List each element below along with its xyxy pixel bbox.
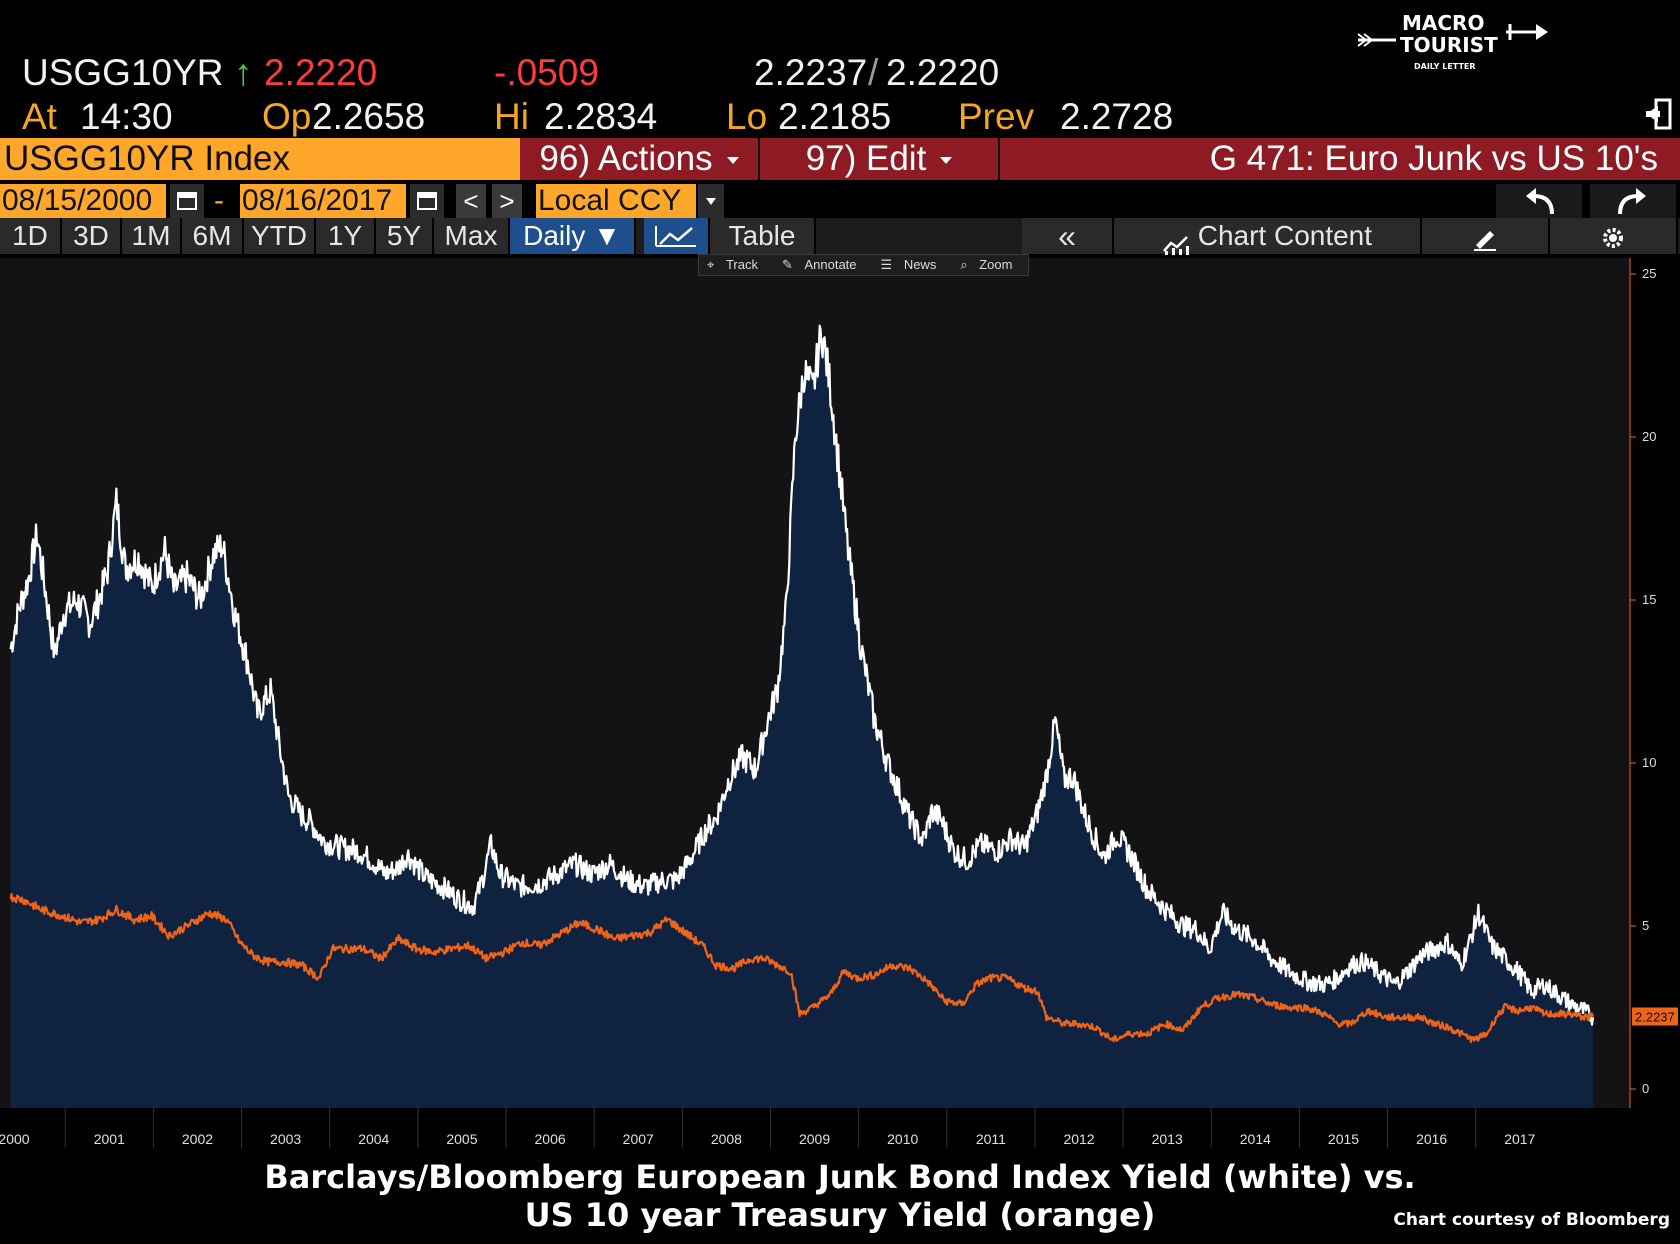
y-tick-label: 25 [1642,266,1656,281]
mini-track-button[interactable]: ⌖ Track [707,257,758,272]
currency-field[interactable]: Local CCY [536,184,696,218]
chart-title-bar: G 471: Euro Junk vs US 10's [1000,138,1680,180]
high-label: Hi [494,96,529,137]
last-price: 2.2220 [264,52,378,93]
x-tick-label: 2016 [1416,1131,1447,1147]
chart-mini-toolbar: ⌖ Track ✎ Annotate ☰ News ⌕ Zoom [698,254,1030,276]
macro-tourist-logo: MACRO TOURIST DAILY LETTER [1356,10,1552,82]
prev-label: Prev [958,96,1035,137]
bid-ask-separator: / [868,52,879,93]
chart-title: G 471: Euro Junk vs US 10's [1209,139,1658,178]
start-calendar-icon[interactable] [170,184,204,218]
end-calendar-icon[interactable] [410,184,444,218]
last-value-marker [1632,1007,1678,1026]
edit-menu[interactable]: 97) Edit [760,138,998,180]
x-tick-label: 2012 [1063,1131,1094,1147]
x-tick-label: 2009 [799,1131,830,1147]
quote-time: 14:30 [80,96,173,137]
x-tick-label: 2001 [94,1131,125,1147]
mini-news-button[interactable]: ☰ News [880,257,937,272]
tab-6m[interactable]: 6M [182,218,244,254]
ticker: USGG10YR [22,52,224,93]
x-tick-label: 2002 [182,1131,213,1147]
chart-content-button[interactable]: Chart Content [1114,218,1422,255]
x-tick-label: 2004 [358,1131,389,1147]
low-label: Lo [726,96,768,137]
net-change: -.0509 [494,52,599,93]
x-tick-label: 2008 [711,1131,742,1147]
tab-3d[interactable]: 3D [62,218,122,254]
last-value-label: 2.2237 [1635,1010,1675,1025]
junk-yield-line [9,324,1595,1026]
edit-label: 97) Edit [805,139,927,178]
settings-gear-icon[interactable] [1550,218,1678,254]
treasury-yield-line [9,892,1595,1043]
x-tick-label: 2010 [887,1131,918,1147]
mini-zoom-button[interactable]: ⌕ Zoom [960,257,1013,272]
yield-chart: 0 5 10 15 20 25 2.2237 2000 2001 2002 2003 2004 2005… [0,258,1678,1148]
x-tick-label: 2003 [270,1131,301,1147]
tab-ytd[interactable]: YTD [244,218,316,254]
currency-dropdown-icon[interactable] [698,184,724,218]
export-icon[interactable] [1644,98,1674,130]
prev-value: 2.2728 [1060,96,1174,137]
y-tick-label: 0 [1642,1081,1649,1096]
x-axis-band [0,1108,1630,1148]
line-chart-icon[interactable] [644,218,710,254]
at-label: At [22,96,57,137]
actions-label: 96) Actions [539,139,713,178]
tab-table[interactable]: Table [710,218,816,254]
low-value: 2.2185 [778,96,892,137]
tab-5y[interactable]: 5Y [376,218,434,254]
x-tick-label: 2013 [1152,1131,1183,1147]
x-tick-label: 2011 [976,1131,1006,1147]
mini-annotate-button[interactable]: ✎ Annotate [781,257,857,272]
tab-max[interactable]: Max [434,218,510,254]
caption-line2: US 10 year Treasury Yield (orange) [524,1196,1156,1234]
tab-1m[interactable]: 1M [122,218,182,254]
security-field[interactable]: USGG10YR Index [0,138,522,180]
period-dropdown[interactable]: Daily ▼ [510,218,636,254]
ask-price: 2.2220 [886,52,1000,93]
x-tick-label: 2005 [446,1131,477,1147]
y-tick-label: 5 [1642,918,1649,933]
tab-1d[interactable]: 1D [0,218,62,254]
logo-line3: DAILY LETTER [1414,62,1476,71]
end-date-field[interactable]: 08/16/2017 [240,184,406,218]
y-tick-label: 20 [1642,429,1656,444]
x-tick-label: 2007 [623,1131,654,1147]
x-tick-label: 2014 [1240,1131,1271,1147]
bid-price: 2.2237 [754,52,868,93]
logo-arrows-icon [1357,24,1548,47]
high-value: 2.2834 [544,96,658,137]
prev-period-button[interactable]: < [456,184,486,218]
start-date-field[interactable]: 08/15/2000 [0,184,166,218]
open-value: 2.2658 [312,96,426,137]
redo-icon[interactable] [1590,184,1676,218]
x-tick-label: 2006 [535,1131,566,1147]
y-tick-label: 10 [1642,755,1656,770]
up-arrow-icon: ↑ [234,52,253,93]
x-tick-label: 2017 [1504,1131,1535,1147]
next-period-button[interactable]: > [492,184,522,218]
edit-chart-icon[interactable] [1422,218,1550,254]
chart-content-label: Chart Content [1197,220,1373,251]
chart-content-icon [1162,228,1190,255]
y-tick-label: 15 [1642,592,1656,607]
logo-line1: MACRO [1402,11,1485,35]
actions-menu[interactable]: 96) Actions [520,138,758,180]
tab-1y[interactable]: 1Y [316,218,376,254]
x-tick-label: 2015 [1328,1131,1359,1147]
caption-line1: Barclays/Bloomberg European Junk Bond In… [264,1158,1416,1196]
undo-icon[interactable] [1496,184,1582,218]
open-label: Op [262,96,312,137]
junk-yield-area [10,325,1594,1108]
chart-credit: Chart courtesy of Bloomberg [1393,1210,1670,1230]
date-range-dash: - [214,184,224,217]
x-tick-label: 2000 [0,1131,30,1147]
collapse-icon[interactable]: « [1022,218,1114,254]
logo-line2: TOURIST [1400,33,1498,57]
